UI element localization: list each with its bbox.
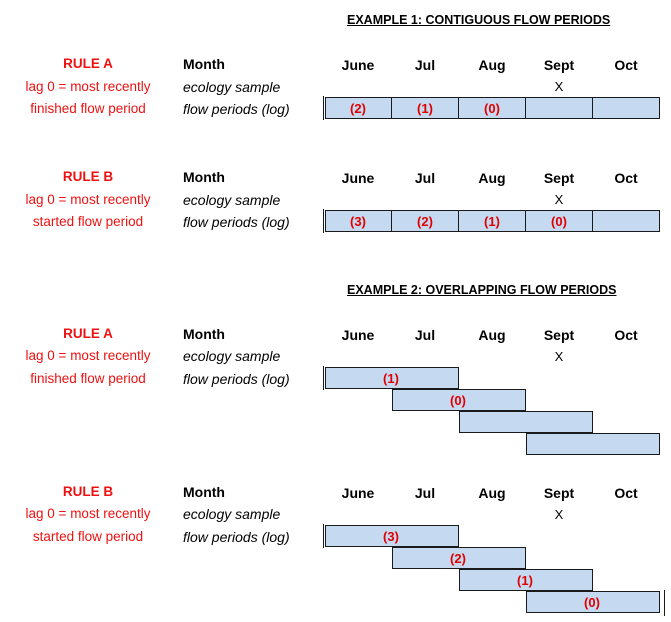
month-jul: Jul xyxy=(414,327,436,343)
lag-label: (0) xyxy=(584,595,600,610)
example1-title: EXAMPLE 1: CONTIGUOUS FLOW PERIODS xyxy=(347,13,611,27)
lag-label: (2) xyxy=(450,551,466,566)
flow-period-bar xyxy=(392,547,526,569)
flow-periods-label: flow periods (log) xyxy=(183,529,290,545)
rule-line: started flow period xyxy=(32,529,144,544)
ecology-sample-label: ecology sample xyxy=(183,348,281,364)
lag-label: (1) xyxy=(484,214,500,229)
flow-period-bar xyxy=(459,210,526,232)
month-june: June xyxy=(341,57,375,73)
month-label: Month xyxy=(183,169,225,185)
rule-line: lag 0 = most recently xyxy=(25,348,151,363)
flow-period-bar xyxy=(593,97,660,119)
rule-title: RULE A xyxy=(63,326,113,341)
ecology-sample-label: ecology sample xyxy=(183,506,281,522)
month-aug: Aug xyxy=(478,170,506,186)
rule-line: finished flow period xyxy=(30,101,146,116)
month-sept: Sept xyxy=(543,327,575,343)
flow-period-bar xyxy=(593,210,660,232)
flow-periods-label: flow periods (log) xyxy=(183,214,290,230)
example2-title: EXAMPLE 2: OVERLAPPING FLOW PERIODS xyxy=(347,283,617,297)
month-oct: Oct xyxy=(614,485,638,501)
ecology-sample-label: ecology sample xyxy=(183,192,281,208)
flow-period-bar xyxy=(325,525,459,547)
timeline-start-tick xyxy=(323,209,324,233)
lag-label: (1) xyxy=(517,573,533,588)
flow-period-bar xyxy=(459,411,593,433)
flow-period-bar xyxy=(392,97,459,119)
flow-period-bar xyxy=(526,210,593,232)
lag-label: (2) xyxy=(350,101,366,116)
lag-label: (0) xyxy=(551,214,567,229)
month-aug: Aug xyxy=(478,485,506,501)
flow-period-bar xyxy=(392,210,459,232)
lag-label: (3) xyxy=(383,529,399,544)
ecology-sample-marker: X xyxy=(554,507,564,522)
flow-period-bar xyxy=(526,433,660,455)
month-june: June xyxy=(341,170,375,186)
month-jul: Jul xyxy=(414,57,436,73)
month-label: Month xyxy=(183,56,225,72)
flow-period-bar xyxy=(325,97,392,119)
flow-period-bar xyxy=(325,367,459,389)
lag-label: (1) xyxy=(383,371,399,386)
timeline-start-tick xyxy=(323,524,324,548)
lag-label: (0) xyxy=(484,101,500,116)
flow-periods-label: flow periods (log) xyxy=(183,371,290,387)
month-oct: Oct xyxy=(614,327,638,343)
flow-period-bar xyxy=(526,591,660,613)
ecology-sample-marker: X xyxy=(554,192,564,207)
flow-periods-label: flow periods (log) xyxy=(183,101,290,117)
month-oct: Oct xyxy=(614,57,638,73)
rule-line: started flow period xyxy=(32,214,144,229)
flow-period-bar xyxy=(392,389,526,411)
timeline-end-tick xyxy=(664,590,665,616)
month-june: June xyxy=(341,485,375,501)
flow-period-bar xyxy=(459,569,593,591)
flow-period-bar xyxy=(459,97,526,119)
month-oct: Oct xyxy=(614,170,638,186)
month-aug: Aug xyxy=(478,327,506,343)
rule-line: lag 0 = most recently xyxy=(25,79,151,94)
month-june: June xyxy=(341,327,375,343)
flow-period-bar xyxy=(526,97,593,119)
rule-line: finished flow period xyxy=(30,371,146,386)
month-sept: Sept xyxy=(543,170,575,186)
lag-label: (3) xyxy=(350,214,366,229)
month-jul: Jul xyxy=(414,170,436,186)
lag-label: (1) xyxy=(417,101,433,116)
month-aug: Aug xyxy=(478,57,506,73)
ecology-sample-label: ecology sample xyxy=(183,79,281,95)
rule-title: RULE B xyxy=(62,484,114,499)
month-sept: Sept xyxy=(543,485,575,501)
lag-label: (2) xyxy=(417,214,433,229)
rule-line: lag 0 = most recently xyxy=(25,506,151,521)
month-jul: Jul xyxy=(414,485,436,501)
month-label: Month xyxy=(183,484,225,500)
rule-title: RULE A xyxy=(63,56,113,71)
ecology-sample-marker: X xyxy=(554,79,564,94)
month-sept: Sept xyxy=(543,57,575,73)
timeline-start-tick xyxy=(323,366,324,390)
lag-label: (0) xyxy=(450,393,466,408)
flow-period-bar xyxy=(325,210,392,232)
rule-title: RULE B xyxy=(62,169,114,184)
ecology-sample-marker: X xyxy=(554,349,564,364)
rule-line: lag 0 = most recently xyxy=(25,192,151,207)
timeline-start-tick xyxy=(323,96,324,120)
month-label: Month xyxy=(183,326,225,342)
